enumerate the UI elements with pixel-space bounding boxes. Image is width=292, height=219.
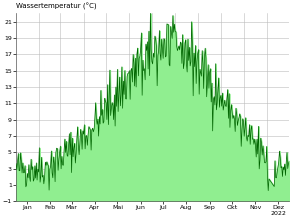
- Text: Wassertemperatur (°C): Wassertemperatur (°C): [16, 2, 97, 10]
